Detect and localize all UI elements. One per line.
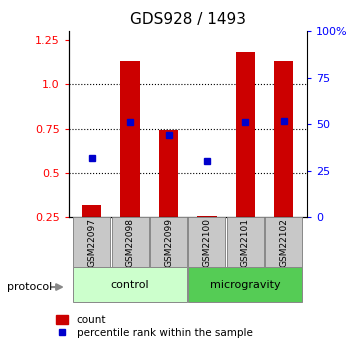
Text: GSM22097: GSM22097 — [87, 218, 96, 267]
Bar — [197, 216, 217, 217]
Bar — [82, 205, 101, 217]
Title: GDS928 / 1493: GDS928 / 1493 — [130, 12, 246, 27]
Text: GSM22098: GSM22098 — [126, 218, 135, 267]
Text: protocol: protocol — [7, 282, 52, 292]
Bar — [121, 61, 140, 217]
Bar — [159, 130, 178, 217]
Text: microgravity: microgravity — [210, 280, 280, 289]
Bar — [274, 61, 293, 217]
Bar — [236, 52, 255, 217]
Bar — [112, 217, 148, 267]
Bar — [188, 217, 225, 267]
Bar — [73, 217, 110, 267]
Bar — [265, 217, 302, 267]
Text: GSM22099: GSM22099 — [164, 218, 173, 267]
Text: GSM22102: GSM22102 — [279, 218, 288, 267]
Bar — [188, 267, 302, 302]
Legend: count, percentile rank within the sample: count, percentile rank within the sample — [56, 315, 252, 338]
Bar — [227, 217, 264, 267]
Text: GSM22100: GSM22100 — [203, 218, 212, 267]
Bar — [73, 267, 187, 302]
Text: GSM22101: GSM22101 — [241, 218, 250, 267]
Bar — [150, 217, 187, 267]
Text: control: control — [111, 280, 149, 289]
